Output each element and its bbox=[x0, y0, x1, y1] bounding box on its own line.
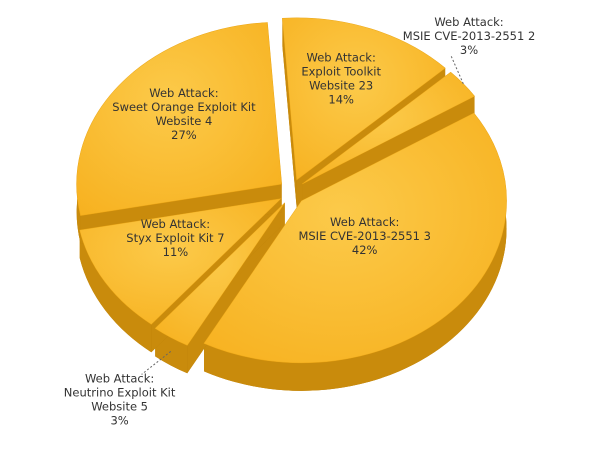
label-line: Neutrino Exploit Kit bbox=[64, 385, 176, 399]
value-label: 42% bbox=[352, 243, 378, 257]
slice-tops bbox=[76, 17, 507, 364]
label-line: Website 23 bbox=[309, 78, 373, 92]
label-line: Web Attack: bbox=[149, 86, 218, 100]
label-line: Website 5 bbox=[91, 399, 148, 413]
label-line: Web Attack: bbox=[330, 215, 399, 229]
value-label: 11% bbox=[163, 245, 189, 259]
slice-label: Web Attack: MSIE CVE-2013-2551 2 3% bbox=[403, 15, 536, 57]
label-line: Exploit Toolkit bbox=[301, 64, 381, 78]
label-line: Sweet Orange Exploit Kit bbox=[112, 100, 256, 114]
slice-shade bbox=[204, 113, 507, 363]
value-label: 27% bbox=[171, 128, 197, 142]
slice-label: Web Attack: MSIE CVE-2013-2551 3 42% bbox=[298, 215, 431, 257]
value-label: 3% bbox=[460, 43, 478, 57]
value-label: 3% bbox=[110, 413, 128, 427]
label-line: Web Attack: bbox=[141, 217, 210, 231]
slice-rim bbox=[79, 230, 152, 353]
label-line: MSIE CVE-2013-2551 2 bbox=[403, 29, 536, 43]
slice-shade bbox=[302, 72, 475, 184]
slice-label: Web Attack: Neutrino Exploit Kit Website 5… bbox=[64, 371, 176, 427]
slice-shade bbox=[76, 22, 282, 216]
slice-shade bbox=[79, 198, 281, 325]
slice-shade bbox=[155, 202, 285, 346]
slice-label: Web Attack: Sweet Orange Exploit Kit Websi… bbox=[112, 86, 256, 142]
slice-wall bbox=[282, 18, 297, 208]
label-line: Website 4 bbox=[156, 114, 213, 128]
value-label: 14% bbox=[328, 92, 354, 106]
label-line: Web Attack: bbox=[307, 50, 376, 64]
label-line: Web Attack: bbox=[434, 15, 503, 29]
slice-label: Web Attack: Styx Exploit Kit 7 11% bbox=[126, 217, 224, 259]
label-line: MSIE CVE-2013-2551 3 bbox=[298, 229, 431, 243]
slice-shade bbox=[282, 17, 446, 180]
slice-labels: Web Attack: Exploit Toolkit Website 23 14%W… bbox=[64, 15, 535, 428]
leader-line bbox=[450, 55, 464, 84]
label-line: Styx Exploit Kit 7 bbox=[126, 231, 224, 245]
label-line: Web Attack: bbox=[85, 371, 154, 385]
slice-label: Web Attack: Exploit Toolkit Website 23 14% bbox=[301, 50, 381, 106]
